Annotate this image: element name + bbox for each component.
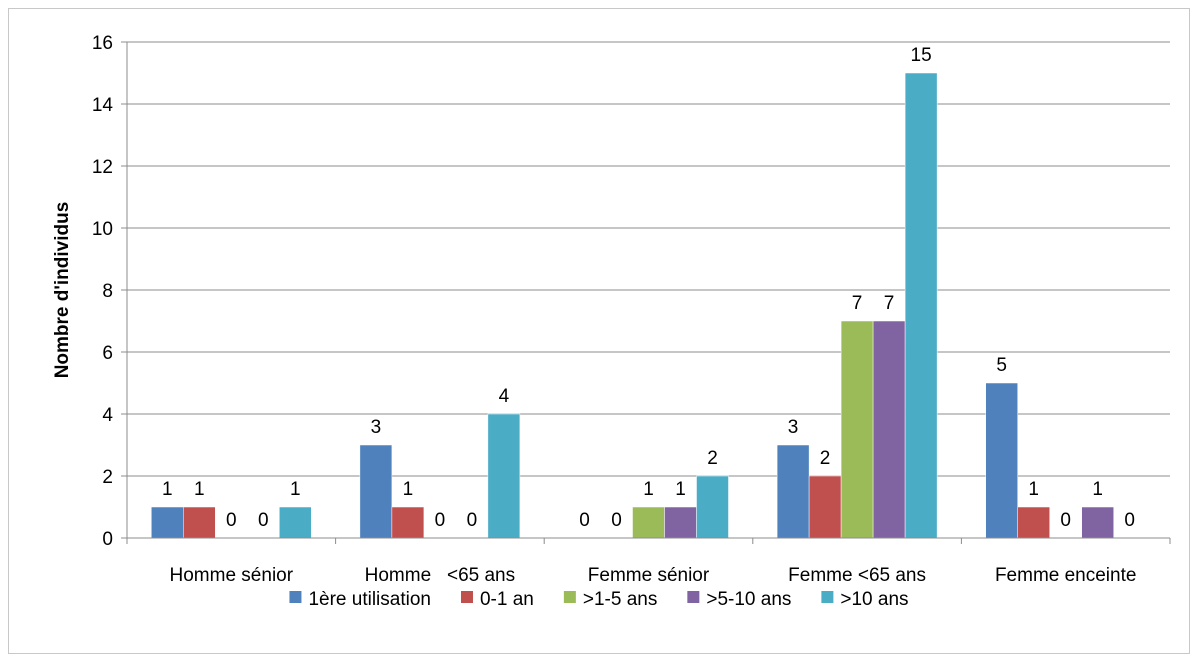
bar: [776, 444, 810, 539]
bar: [183, 506, 216, 539]
x-tick-label: Homme <65 ans: [365, 565, 516, 586]
data-label: 0: [226, 510, 237, 531]
data-label: 5: [996, 355, 1007, 376]
y-tick-label: 6: [102, 343, 113, 364]
data-label: 0: [611, 510, 622, 531]
y-axis-title: Nombre d'individus: [52, 202, 73, 379]
legend-label: >5-10 ans: [706, 589, 791, 610]
bar: [487, 413, 521, 539]
legend-swatch: [460, 591, 473, 603]
data-label: 1: [162, 479, 173, 500]
bar: [359, 444, 393, 539]
y-tick-label: 10: [92, 219, 113, 240]
y-tick-label: 12: [92, 157, 113, 178]
x-tick-label: Femme enceinte: [995, 565, 1137, 586]
bar: [985, 382, 1018, 539]
data-label: 0: [1060, 510, 1071, 531]
data-label: 3: [371, 417, 382, 438]
data-label: 4: [499, 386, 510, 407]
data-label: 2: [820, 448, 831, 469]
x-tick-label: Femme sénior: [588, 565, 710, 586]
bar: [808, 475, 842, 539]
data-label: 3: [788, 417, 799, 438]
y-tick-label: 16: [92, 33, 113, 54]
legend-label: 1ère utilisation: [308, 589, 431, 610]
data-label: 1: [194, 479, 205, 500]
bar: [1017, 506, 1050, 539]
y-tick-label: 0: [102, 529, 113, 550]
data-label: 0: [435, 510, 446, 531]
bar: [1081, 506, 1114, 539]
legend-swatch: [687, 591, 700, 603]
data-label: 0: [1124, 510, 1135, 531]
legend: 1ère utilisation 0-1 an >1-5 ans >5-10 ans >…: [289, 589, 909, 610]
chart-frame: [8, 8, 1190, 654]
bar: [151, 506, 184, 539]
data-label: 2: [707, 448, 718, 469]
data-label: 1: [675, 479, 686, 500]
y-tick-label: 4: [102, 405, 113, 426]
data-label: 1: [1092, 479, 1103, 500]
bar: [840, 320, 874, 539]
bar: [391, 506, 425, 539]
data-label: 1: [643, 479, 654, 500]
bar: [696, 475, 729, 539]
x-tick-label: Femme <65 ans: [788, 565, 926, 586]
bar: [872, 320, 906, 539]
legend-swatch: [563, 591, 576, 603]
legend-swatch: [821, 591, 834, 603]
data-label: 1: [1028, 479, 1039, 500]
data-label: 1: [403, 479, 414, 500]
y-tick-label: 8: [102, 281, 113, 302]
legend-label: >1-5 ans: [583, 589, 657, 610]
bar: [904, 72, 938, 539]
bar: [632, 506, 665, 539]
legend-swatch: [289, 591, 302, 603]
data-label: 1: [290, 479, 301, 500]
data-label: 0: [467, 510, 478, 531]
x-tick-label: Homme sénior: [170, 565, 294, 586]
data-label: 7: [852, 293, 863, 314]
bar: [664, 506, 697, 539]
bars: [151, 72, 1114, 539]
data-label: 0: [579, 510, 590, 531]
legend-label: 0-1 an: [480, 589, 534, 610]
bar: [279, 506, 312, 539]
y-tick-label: 14: [92, 95, 114, 116]
data-label: 15: [911, 45, 932, 66]
data-label: 7: [884, 293, 895, 314]
data-label: 0: [258, 510, 269, 531]
y-tick-label: 2: [102, 467, 113, 488]
legend-label: >10 ans: [840, 589, 908, 610]
